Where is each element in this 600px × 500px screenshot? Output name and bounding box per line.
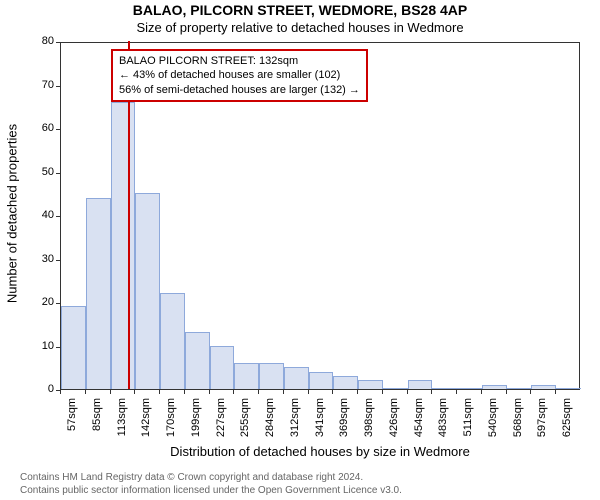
y-axis-label: Number of detached properties <box>5 114 20 314</box>
y-tick-mark <box>56 216 60 217</box>
x-tick-mark <box>159 390 160 394</box>
y-tick-mark <box>56 86 60 87</box>
attribution-line-1: Contains HM Land Registry data © Crown c… <box>20 472 363 483</box>
x-tick-label: 341sqm <box>314 398 326 448</box>
y-tick-mark <box>56 129 60 130</box>
chart-subtitle: Size of property relative to detached ho… <box>0 20 600 35</box>
x-tick-label: 142sqm <box>140 398 152 448</box>
x-tick-mark <box>431 390 432 394</box>
x-tick-mark <box>60 390 61 394</box>
x-tick-mark <box>110 390 111 394</box>
histogram-bar <box>457 388 482 389</box>
x-tick-mark <box>456 390 457 394</box>
annotation-line-1: BALAO PILCORN STREET: 132sqm <box>119 54 360 68</box>
x-tick-label: 227sqm <box>215 398 227 448</box>
x-tick-mark <box>357 390 358 394</box>
histogram-bar <box>333 376 358 389</box>
x-tick-mark <box>555 390 556 394</box>
x-tick-mark <box>184 390 185 394</box>
x-tick-label: 540sqm <box>487 398 499 448</box>
x-tick-label: 597sqm <box>536 398 548 448</box>
y-tick-label: 60 <box>26 122 54 134</box>
y-tick-label: 50 <box>26 166 54 178</box>
x-tick-mark <box>258 390 259 394</box>
y-tick-mark <box>56 303 60 304</box>
x-tick-mark <box>332 390 333 394</box>
x-tick-label: 57sqm <box>66 398 78 448</box>
y-tick-label: 70 <box>26 79 54 91</box>
y-tick-label: 80 <box>26 35 54 47</box>
x-tick-label: 312sqm <box>289 398 301 448</box>
x-tick-label: 284sqm <box>264 398 276 448</box>
histogram-bar <box>507 388 532 389</box>
x-tick-label: 398sqm <box>363 398 375 448</box>
x-tick-mark <box>134 390 135 394</box>
histogram-bar <box>86 198 111 389</box>
y-tick-label: 20 <box>26 296 54 308</box>
histogram-bar <box>210 346 235 390</box>
annotation-line-2: ← 43% of detached houses are smaller (10… <box>119 68 360 82</box>
y-tick-mark <box>56 347 60 348</box>
x-tick-mark <box>382 390 383 394</box>
histogram-bar <box>111 102 136 389</box>
histogram-bar <box>309 372 334 389</box>
x-tick-mark <box>85 390 86 394</box>
x-tick-label: 199sqm <box>190 398 202 448</box>
x-tick-mark <box>308 390 309 394</box>
x-tick-mark <box>283 390 284 394</box>
y-tick-label: 10 <box>26 340 54 352</box>
x-tick-label: 170sqm <box>165 398 177 448</box>
x-tick-mark <box>481 390 482 394</box>
histogram-bar <box>432 388 457 389</box>
x-tick-label: 369sqm <box>338 398 350 448</box>
histogram-bar <box>284 367 309 389</box>
y-tick-label: 0 <box>26 383 54 395</box>
y-tick-label: 40 <box>26 209 54 221</box>
histogram-bar <box>358 380 383 389</box>
x-tick-mark <box>506 390 507 394</box>
histogram-bar <box>556 388 581 389</box>
histogram-bar <box>234 363 259 389</box>
histogram-bar <box>383 388 408 389</box>
histogram-bar <box>61 306 86 389</box>
chart-title: BALAO, PILCORN STREET, WEDMORE, BS28 4AP <box>0 2 600 18</box>
histogram-bar <box>185 332 210 389</box>
x-tick-mark <box>209 390 210 394</box>
histogram-bar <box>259 363 284 389</box>
y-tick-mark <box>56 42 60 43</box>
histogram-bar <box>531 385 556 389</box>
x-tick-label: 568sqm <box>512 398 524 448</box>
x-tick-mark <box>530 390 531 394</box>
x-tick-mark <box>407 390 408 394</box>
annotation-box: BALAO PILCORN STREET: 132sqm ← 43% of de… <box>111 49 368 102</box>
histogram-bar <box>135 193 160 389</box>
x-tick-label: 85sqm <box>91 398 103 448</box>
x-tick-mark <box>233 390 234 394</box>
annotation-line-3: 56% of semi-detached houses are larger (… <box>119 83 360 97</box>
y-tick-mark <box>56 173 60 174</box>
x-tick-label: 255sqm <box>239 398 251 448</box>
plot-area: BALAO PILCORN STREET: 132sqm ← 43% of de… <box>60 42 580 390</box>
x-tick-label: 625sqm <box>561 398 573 448</box>
x-tick-label: 113sqm <box>116 398 128 448</box>
histogram-bar <box>482 385 507 389</box>
x-tick-label: 454sqm <box>413 398 425 448</box>
histogram-bar <box>408 380 433 389</box>
x-tick-label: 483sqm <box>437 398 449 448</box>
x-tick-label: 426sqm <box>388 398 400 448</box>
y-tick-mark <box>56 260 60 261</box>
y-tick-label: 30 <box>26 253 54 265</box>
x-tick-label: 511sqm <box>462 398 474 448</box>
attribution-line-2: Contains public sector information licen… <box>20 485 402 496</box>
histogram-bar <box>160 293 185 389</box>
